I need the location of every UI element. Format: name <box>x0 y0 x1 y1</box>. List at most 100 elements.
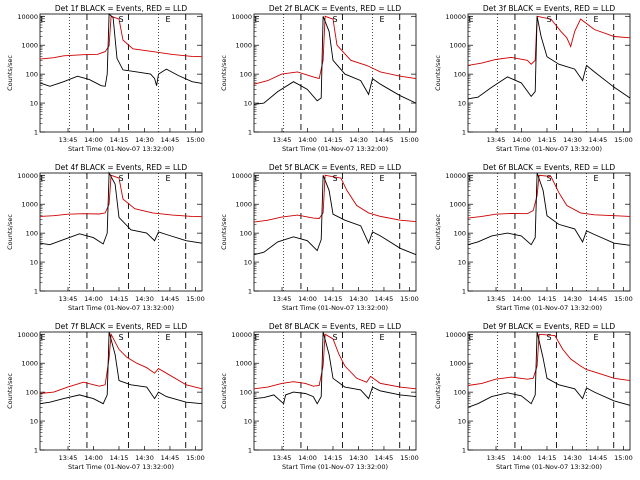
series-events-line <box>253 16 417 105</box>
series-events-line <box>467 172 631 246</box>
chart-title: Det 6f BLACK = Events, RED = LLD <box>483 163 616 172</box>
x-tick-label: 15:00 <box>400 136 419 144</box>
y-axis-label: Counts/sec <box>434 373 442 409</box>
y-tick-label: 10 <box>30 100 38 108</box>
phase-marker-label: S <box>546 174 551 183</box>
chart-title: Det 8f BLACK = Events, RED = LLD <box>269 322 402 331</box>
y-tick-label: 1000 <box>21 360 38 368</box>
y-tick-label: 1000 <box>449 360 466 368</box>
phase-marker-label: E <box>379 15 384 24</box>
plot-frame <box>253 331 417 451</box>
series-events-line <box>253 175 417 256</box>
x-tick-label: 14:30 <box>563 295 582 303</box>
y-tick-label: 100 <box>454 71 466 79</box>
y-tick-label: 10000 <box>17 331 38 339</box>
x-axis-label: Start Time (01-Nov-07 13:32:00) <box>496 463 602 471</box>
x-tick-label: 14:30 <box>135 454 154 462</box>
x-tick-label: 14:45 <box>161 136 180 144</box>
x-axis-label: Start Time (01-Nov-07 13:32:00) <box>68 145 174 153</box>
x-tick-label: 13:45 <box>273 295 292 303</box>
plot-frame <box>39 13 203 133</box>
phase-marker-label: S <box>332 333 337 342</box>
y-tick-label: 1 <box>34 129 38 137</box>
y-tick-label: 1 <box>462 447 466 455</box>
phase-marker-label: S <box>118 174 123 183</box>
plot-frame <box>253 172 417 292</box>
x-tick-label: 15:00 <box>186 454 205 462</box>
y-tick-label: 10000 <box>445 331 466 339</box>
x-tick-label: 14:30 <box>349 295 368 303</box>
y-axis-label: Counts/sec <box>6 214 14 250</box>
y-tick-label: 1000 <box>449 201 466 209</box>
x-tick-label: 13:45 <box>59 136 78 144</box>
y-axis-label: Counts/sec <box>220 214 228 250</box>
y-tick-label: 10 <box>458 418 466 426</box>
series-events-line <box>39 331 203 405</box>
chart-panel: Det 4f BLACK = Events, RED = LLD 1 10 100 10… <box>6 163 205 312</box>
y-tick-label: 1000 <box>21 201 38 209</box>
phase-marker-label: E <box>40 15 45 24</box>
x-tick-label: 13:45 <box>273 136 292 144</box>
y-tick-label: 1000 <box>235 360 252 368</box>
y-axis-label: Counts/sec <box>220 55 228 91</box>
x-tick-label: 14:00 <box>512 295 531 303</box>
y-tick-label: 100 <box>240 389 252 397</box>
y-tick-label: 1 <box>248 447 252 455</box>
series-events-line <box>467 331 631 408</box>
y-tick-label: 1 <box>34 447 38 455</box>
x-tick-label: 14:45 <box>589 136 608 144</box>
x-tick-label: 14:00 <box>84 136 103 144</box>
y-tick-label: 1 <box>248 129 252 137</box>
plot-frame <box>467 172 631 292</box>
x-tick-label: 13:45 <box>273 454 292 462</box>
y-tick-label: 10 <box>30 418 38 426</box>
x-tick-label: 15:00 <box>400 454 419 462</box>
series-lld-line <box>253 174 417 223</box>
phase-marker-label: S <box>332 15 337 24</box>
phase-marker-label: E <box>40 174 45 183</box>
phase-marker-label: S <box>118 333 123 342</box>
series-events-line <box>39 13 203 87</box>
x-axis-label: Start Time (01-Nov-07 13:32:00) <box>496 304 602 312</box>
y-tick-label: 100 <box>26 389 38 397</box>
y-tick-label: 1 <box>34 288 38 296</box>
y-tick-label: 100 <box>240 71 252 79</box>
series-lld-line <box>253 333 417 390</box>
x-tick-label: 14:00 <box>298 454 317 462</box>
series-lld-line <box>467 174 631 219</box>
y-tick-label: 10000 <box>445 13 466 21</box>
phase-marker-label: E <box>165 15 170 24</box>
y-tick-label: 100 <box>26 71 38 79</box>
chart-panel: Det 6f BLACK = Events, RED = LLD 1 10 100 10… <box>434 163 633 312</box>
series-lld-line <box>39 332 203 394</box>
x-tick-label: 15:00 <box>614 136 633 144</box>
x-tick-label: 13:45 <box>59 454 78 462</box>
x-tick-label: 14:00 <box>512 454 531 462</box>
y-axis-label: Counts/sec <box>6 373 14 409</box>
y-tick-label: 10 <box>244 259 252 267</box>
phase-marker-label: E <box>254 174 259 183</box>
phase-marker-label: S <box>332 174 337 183</box>
y-tick-label: 10 <box>30 259 38 267</box>
x-tick-label: 14:15 <box>538 295 557 303</box>
x-tick-label: 13:45 <box>487 454 506 462</box>
series-lld-line <box>253 15 417 85</box>
chart-title: Det 2f BLACK = Events, RED = LLD <box>269 4 402 13</box>
x-tick-label: 14:00 <box>298 136 317 144</box>
x-tick-label: 15:00 <box>614 295 633 303</box>
x-axis-label: Start Time (01-Nov-07 13:32:00) <box>282 145 388 153</box>
y-tick-label: 100 <box>26 230 38 238</box>
y-tick-label: 10000 <box>445 172 466 180</box>
x-tick-label: 14:15 <box>538 454 557 462</box>
phase-marker-label: E <box>593 174 598 183</box>
chart-title: Det 1f BLACK = Events, RED = LLD <box>55 4 188 13</box>
y-tick-label: 1 <box>462 129 466 137</box>
x-tick-label: 14:45 <box>161 454 180 462</box>
chart-title: Det 4f BLACK = Events, RED = LLD <box>55 163 188 172</box>
series-events-line <box>467 16 631 100</box>
x-tick-label: 15:00 <box>400 295 419 303</box>
y-tick-label: 1000 <box>21 42 38 50</box>
x-tick-label: 14:45 <box>589 454 608 462</box>
y-tick-label: 10000 <box>231 172 252 180</box>
chart-title: Det 5f BLACK = Events, RED = LLD <box>269 163 402 172</box>
